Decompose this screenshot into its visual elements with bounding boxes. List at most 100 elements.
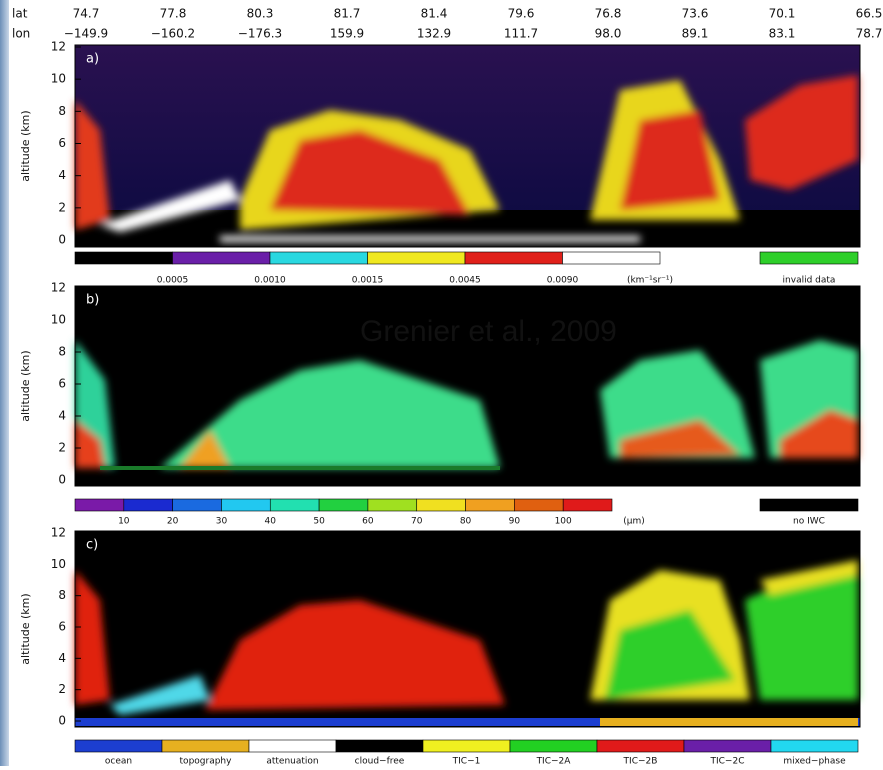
colorbar-label: 0.0090: [547, 276, 579, 286]
panel-c-image: [75, 531, 860, 727]
page: {"header":{"lat_label":"lat","lon_label"…: [0, 0, 883, 766]
colorbar-segment: [336, 740, 423, 752]
colorbar-segment: [771, 740, 858, 752]
citation: Grenier et al., 2009: [360, 315, 617, 348]
colorbar-label: 100: [555, 517, 572, 527]
lon-value: 78.7: [856, 27, 883, 41]
lat-value: 76.8: [595, 7, 622, 21]
y-tick-label: 6: [58, 620, 66, 634]
colorbar-segment: [221, 499, 270, 511]
colorbar-segment: [465, 252, 563, 264]
colorbar-segment: [466, 499, 515, 511]
y-tick-label: 4: [58, 168, 66, 182]
colorbar-segment: [563, 499, 612, 511]
colorbar-segment: [563, 252, 661, 264]
colorbar-segment: [75, 740, 162, 752]
colorbar-label: 20: [167, 517, 179, 527]
colorbar-extra-label: no IWC: [793, 517, 825, 527]
lat-value: 81.4: [421, 7, 448, 21]
colorbar-segment: [417, 499, 466, 511]
y-tick-label: 8: [58, 345, 66, 359]
y-tick-label: 2: [58, 682, 66, 696]
colorbar-label: ocean: [105, 757, 132, 767]
colorbar-label: 0.0010: [254, 276, 286, 286]
lon-value: 132.9: [417, 27, 451, 41]
colorbar-label: 10: [118, 517, 130, 527]
lon-label: lon: [12, 27, 30, 41]
colorbar-segment: [510, 740, 597, 752]
colorbar-label: 70: [411, 517, 423, 527]
y-tick-label: 6: [58, 377, 66, 391]
lat-value: 66.5: [856, 7, 883, 21]
colorbar-extra-label: invalid data: [783, 276, 836, 286]
y-tick-label: 6: [58, 136, 66, 150]
colorbar-segment: [368, 499, 417, 511]
panel-label: c): [86, 538, 98, 553]
lon-value: 89.1: [682, 27, 709, 41]
panel-label: b): [86, 293, 99, 308]
y-tick-label: 0: [58, 473, 66, 487]
y-tick-label: 4: [58, 409, 66, 423]
colorbar-label: mixed−phase: [783, 757, 846, 767]
lon-value: −176.3: [238, 27, 282, 41]
colorbar-label: 0.0015: [352, 276, 384, 286]
lat-label: lat: [12, 7, 28, 21]
y-tick-label: 12: [51, 40, 66, 54]
y-tick-label: 12: [51, 281, 66, 295]
y-axis-label: altitude (km): [19, 350, 32, 421]
y-tick-label: 8: [58, 588, 66, 602]
colorbar-extra: [760, 499, 858, 511]
lon-value: 98.0: [595, 27, 622, 41]
colorbar-segment: [124, 499, 173, 511]
panel-label: a): [86, 52, 99, 67]
colorbar-label: attenuation: [266, 757, 318, 767]
colorbar-segment: [368, 252, 466, 264]
lon-value: 83.1: [769, 27, 796, 41]
y-tick-label: 10: [51, 313, 66, 327]
colorbar-segment: [162, 740, 249, 752]
y-tick-label: 2: [58, 200, 66, 214]
slide-edge: [0, 0, 9, 766]
colorbar-label: (μm): [623, 517, 645, 527]
lon-value: 111.7: [504, 27, 538, 41]
y-tick-label: 0: [58, 714, 66, 728]
y-tick-label: 0: [58, 233, 66, 247]
colorbar-label: 60: [362, 517, 374, 527]
colorbar-label: 0.0005: [157, 276, 189, 286]
colorbar-label: 30: [216, 517, 228, 527]
panel-a-image: [75, 45, 860, 247]
lat-value: 81.7: [334, 7, 361, 21]
colorbar-segment: [75, 499, 124, 511]
colorbar-label: TIC−1: [452, 757, 481, 767]
lat-value: 70.1: [769, 7, 796, 21]
y-tick-label: 10: [51, 557, 66, 571]
y-tick-label: 12: [51, 526, 66, 540]
y-tick-label: 4: [58, 651, 66, 665]
y-axis-label: altitude (km): [19, 110, 32, 181]
colorbar-extra: [760, 252, 858, 264]
y-axis-label: altitude (km): [19, 593, 32, 664]
colorbar-segment: [249, 740, 336, 752]
colorbar-label: 50: [313, 517, 325, 527]
y-tick-label: 10: [51, 72, 66, 86]
lat-value: 73.6: [682, 7, 709, 21]
colorbar-segment: [423, 740, 510, 752]
lon-value: −149.9: [64, 27, 108, 41]
colorbar-label: 40: [265, 517, 277, 527]
colorbar-label: TIC−2B: [623, 757, 658, 767]
colorbar-label: 90: [509, 517, 521, 527]
y-tick-label: 2: [58, 441, 66, 455]
colorbar-segment: [684, 740, 771, 752]
colorbar-label: cloud−free: [355, 757, 405, 767]
colorbar-label: 0.0045: [449, 276, 481, 286]
colorbar-segment: [270, 499, 319, 511]
lat-value: 80.3: [247, 7, 274, 21]
lon-value: −160.2: [151, 27, 195, 41]
lat-value: 79.6: [508, 7, 535, 21]
colorbar-label: TIC−2C: [710, 757, 745, 767]
colorbar-label: (km⁻¹sr⁻¹): [627, 276, 673, 286]
colorbar-segment: [270, 252, 368, 264]
colorbar-label: 80: [460, 517, 472, 527]
colorbar-segment: [173, 499, 222, 511]
colorbar-segment: [319, 499, 368, 511]
